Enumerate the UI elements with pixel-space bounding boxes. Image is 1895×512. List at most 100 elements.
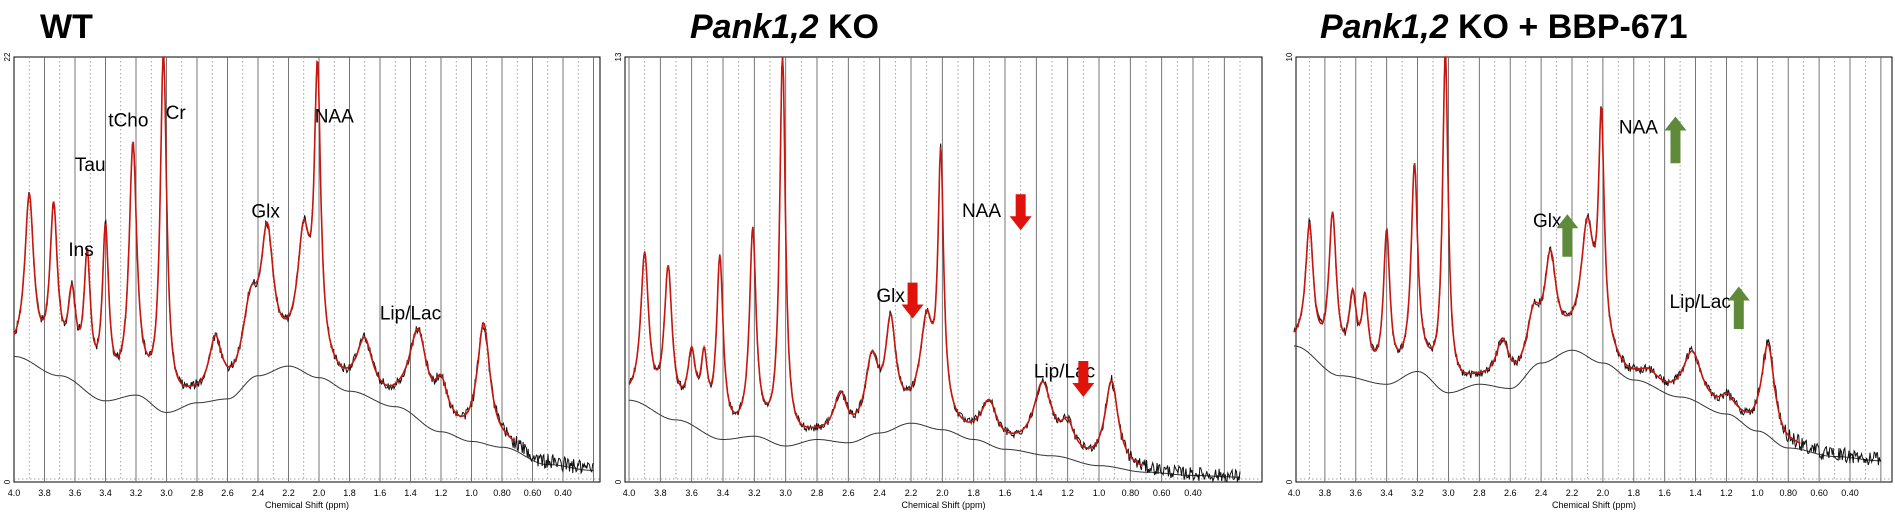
- x-tick-label: 3.4: [717, 488, 730, 498]
- y-tick-label: 0: [614, 479, 623, 484]
- peak-label: NAA: [1619, 118, 1658, 139]
- peak-label: Lip/Lac: [380, 304, 441, 325]
- x-tick-label: 1.2: [435, 488, 448, 498]
- x-tick-label: 0.80: [1122, 488, 1140, 498]
- peak-label: Glx: [251, 201, 280, 222]
- peak-label: Glx: [876, 286, 905, 307]
- decrease-arrow-icon: [1009, 194, 1032, 231]
- increase-arrow-icon: [1727, 286, 1750, 329]
- x-axis-label: Chemical Shift (ppm): [901, 500, 985, 510]
- increase-arrow-icon: [1664, 116, 1687, 164]
- x-tick-label: 4.0: [8, 488, 21, 498]
- x-tick-label: 0.60: [1153, 488, 1171, 498]
- fitted-spectrum-line: [13, 56, 515, 442]
- peak-label: Cr: [166, 103, 187, 124]
- fitted-spectrum-line: [1293, 56, 1801, 445]
- panel-title-rest: KO + BBP-671: [1448, 8, 1688, 46]
- peak-label: NAA: [962, 201, 1001, 222]
- peak-label: NAA: [315, 107, 354, 128]
- x-tick-label: 3.6: [69, 488, 82, 498]
- panel-title-italic: Pank1,2: [1320, 8, 1449, 46]
- x-tick-label: 3.4: [1380, 488, 1393, 498]
- x-tick-label: 3.2: [130, 488, 143, 498]
- x-tick-label: 3.0: [160, 488, 173, 498]
- x-tick-label: 1.6: [999, 488, 1012, 498]
- peak-label: Ins: [68, 240, 93, 261]
- x-tick-label: 1.2: [1720, 488, 1733, 498]
- x-tick-label: 2.2: [905, 488, 918, 498]
- x-tick-label: 2.2: [1566, 488, 1579, 498]
- peak-label: Lip/Lac: [1670, 292, 1731, 313]
- spectrum-panel-1: 4.0 3.8 3.6 3.4 3.2 3.0 2.8 2.6 2.4 2.2 2.0 1.8 1.6 1…: [3, 52, 601, 510]
- x-tick-label: 2.2: [282, 488, 295, 498]
- increase-arrow-icon: [1556, 214, 1579, 257]
- y-tick-label: 10: [1285, 52, 1294, 61]
- x-tick-label: 2.4: [873, 488, 886, 498]
- x-tick-label: 0.60: [1810, 488, 1828, 498]
- plot-frame: [1295, 56, 1893, 483]
- y-tick-label: 0: [1285, 479, 1294, 484]
- decrease-arrow-icon: [901, 282, 924, 319]
- x-tick-label: 3.6: [685, 488, 698, 498]
- x-tick-label: 0.40: [1184, 488, 1202, 498]
- y-tick-label: 13: [614, 52, 623, 61]
- x-tick-label: 1.6: [1658, 488, 1671, 498]
- x-tick-label: 2.6: [842, 488, 855, 498]
- x-tick-label: 4.0: [1288, 488, 1301, 498]
- decrease-arrow-icon: [1072, 361, 1095, 397]
- x-tick-label: 3.8: [654, 488, 667, 498]
- panel-title-italic: Pank1,2: [690, 8, 819, 46]
- x-tick-label: 3.0: [1442, 488, 1455, 498]
- panel-title-rest: KO: [818, 8, 879, 46]
- panel-title-ko-bbp: Pank1,2 KO + BBP-671: [1320, 8, 1688, 47]
- x-tick-label: 2.6: [1504, 488, 1517, 498]
- spectrum-panel-3: 4.0 3.8 3.6 3.4 3.2 3.0 2.8 2.6 2.4 2.2 2.0 1.8 1.6 1…: [1285, 52, 1893, 510]
- x-tick-label: 1.0: [465, 488, 478, 498]
- x-tick-label: 0.80: [1779, 488, 1797, 498]
- x-tick-label: 1.4: [1030, 488, 1043, 498]
- x-tick-label: 1.2: [1061, 488, 1074, 498]
- x-tick-label: 3.8: [1319, 488, 1332, 498]
- x-tick-label: 2.8: [191, 488, 204, 498]
- x-tick-label: 2.4: [1535, 488, 1548, 498]
- x-tick-label: 2.0: [936, 488, 949, 498]
- x-tick-label: 2.8: [811, 488, 824, 498]
- spectrum-panel-2: 4.0 3.8 3.6 3.4 3.2 3.0 2.8 2.6 2.4 2.2 2.0 1.8 1.6 1…: [614, 52, 1263, 510]
- x-tick-label: 4.0: [623, 488, 636, 498]
- x-tick-label: 0.40: [554, 488, 572, 498]
- x-tick-label: 1.8: [343, 488, 356, 498]
- y-tick-label: 0: [3, 479, 12, 484]
- peak-label: tCho: [108, 111, 148, 132]
- baseline-curve: [629, 399, 1240, 478]
- x-tick-label: 1.4: [1689, 488, 1702, 498]
- peak-label: Glx: [1533, 211, 1562, 232]
- peak-label: Tau: [75, 155, 106, 176]
- y-tick-label: 22: [3, 52, 12, 61]
- x-tick-label: 1.8: [967, 488, 980, 498]
- x-tick-label: 2.6: [221, 488, 234, 498]
- fitted-spectrum-line: [628, 56, 1143, 467]
- x-tick-label: 2.4: [252, 488, 265, 498]
- x-tick-label: 1.4: [404, 488, 417, 498]
- panel-title-ko: Pank1,2 KO: [690, 8, 879, 47]
- x-tick-label: 1.0: [1751, 488, 1764, 498]
- baseline-curve: [1294, 345, 1881, 462]
- x-tick-label: 1.0: [1093, 488, 1106, 498]
- x-tick-label: 1.8: [1628, 488, 1641, 498]
- plot-frame: [13, 56, 601, 483]
- x-tick-label: 0.60: [524, 488, 542, 498]
- x-tick-label: 2.0: [1597, 488, 1610, 498]
- x-tick-label: 2.0: [313, 488, 326, 498]
- x-tick-label: 3.8: [38, 488, 51, 498]
- x-tick-label: 3.6: [1350, 488, 1363, 498]
- x-tick-label: 1.6: [374, 488, 387, 498]
- x-tick-label: 2.8: [1473, 488, 1486, 498]
- x-axis-label: Chemical Shift (ppm): [1552, 500, 1636, 510]
- x-tick-label: 3.0: [779, 488, 792, 498]
- x-axis-label: Chemical Shift (ppm): [265, 500, 349, 510]
- x-tick-label: 3.4: [99, 488, 112, 498]
- x-tick-label: 0.80: [493, 488, 511, 498]
- x-tick-label: 0.40: [1841, 488, 1859, 498]
- panel-title-wt: WT: [40, 8, 93, 46]
